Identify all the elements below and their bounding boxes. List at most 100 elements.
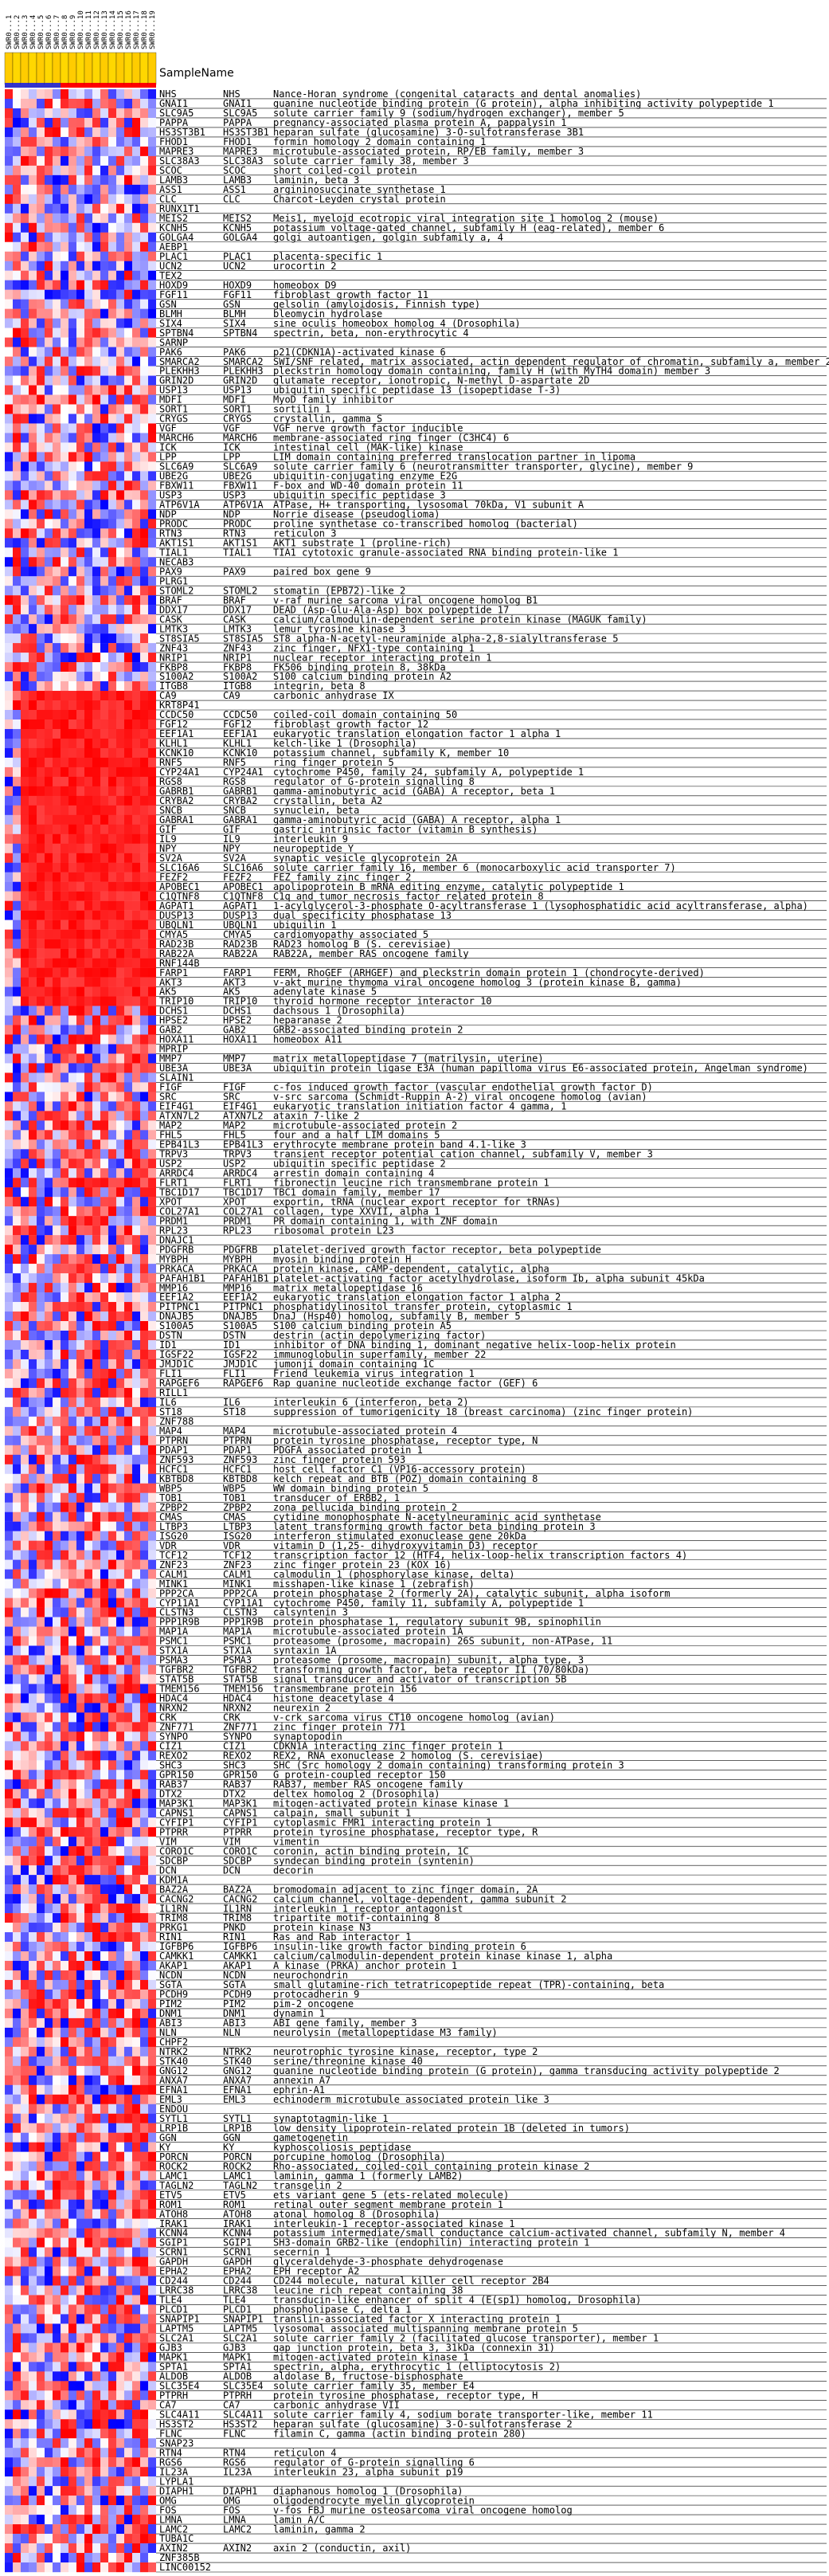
heatmap-cell	[45, 2409, 53, 2420]
heatmap-cell	[37, 2113, 45, 2123]
heatmap-cell	[21, 1741, 29, 1751]
heatmap-cell	[37, 1225, 45, 1236]
heatmap-cell	[29, 919, 37, 930]
heatmap-cell	[21, 1951, 29, 1962]
heatmap-cell	[84, 232, 92, 242]
heatmap-cell	[68, 919, 76, 930]
heatmap-cell	[124, 490, 132, 500]
heatmap-cell	[68, 719, 76, 730]
heatmap-cell	[37, 1865, 45, 1876]
heatmap-cell	[84, 2524, 92, 2535]
heatmap-cell	[5, 1511, 13, 1522]
heatmap-cell	[92, 1884, 100, 1895]
heatmap-cell	[29, 2266, 37, 2276]
heatmap-cell	[53, 1082, 61, 1092]
heatmap-cell	[76, 509, 84, 520]
heatmap-cell	[140, 2161, 148, 2171]
heatmap-cell	[116, 1760, 124, 1770]
heatmap-cell	[92, 929, 100, 939]
heatmap-cell	[53, 347, 61, 357]
heatmap-cell	[100, 967, 108, 978]
heatmap-cell	[13, 1664, 21, 1675]
heatmap-cell	[116, 2151, 124, 2162]
heatmap-cell	[61, 2295, 68, 2305]
heatmap-cell	[76, 1072, 84, 1083]
heatmap-cell	[21, 500, 29, 510]
heatmap-cell	[92, 1951, 100, 1962]
heatmap-cell	[61, 1979, 68, 1990]
heatmap-cell	[45, 2113, 53, 2123]
heatmap-cell	[100, 1636, 108, 1646]
heatmap-cell	[29, 1187, 37, 1198]
heatmap-cell	[45, 1760, 53, 1770]
heatmap-cell	[108, 480, 116, 491]
sample-class-cell	[131, 52, 141, 85]
heatmap-cell	[37, 356, 45, 367]
heatmap-cell	[132, 824, 140, 834]
heatmap-cell	[148, 1712, 156, 1723]
heatmap-cell	[92, 2457, 100, 2468]
heatmap-cell	[29, 805, 37, 816]
heatmap-cell	[53, 719, 61, 730]
heatmap-cell	[140, 681, 148, 692]
heatmap-cell	[92, 2314, 100, 2324]
heatmap-cell	[29, 757, 37, 768]
heatmap-cell	[45, 1531, 53, 1541]
heatmap-cell	[53, 624, 61, 634]
heatmap-cell	[108, 1072, 116, 1083]
heatmap-cell	[68, 442, 76, 453]
heatmap-cell	[140, 1808, 148, 1818]
heatmap-cell	[100, 881, 108, 892]
heatmap-cell	[76, 1913, 84, 1923]
heatmap-cell	[37, 2562, 45, 2573]
heatmap-cell	[108, 423, 116, 433]
heatmap-cell	[76, 538, 84, 548]
heatmap-cell	[132, 1846, 140, 1857]
heatmap-cell	[100, 672, 108, 682]
heatmap-cell	[140, 1187, 148, 1198]
heatmap-cell	[53, 1970, 61, 1981]
heatmap-cell	[61, 814, 68, 825]
heatmap-cell	[21, 1283, 29, 1293]
heatmap-cell	[116, 2199, 124, 2209]
heatmap-cell	[5, 1015, 13, 1025]
heatmap-cell	[37, 576, 45, 586]
heatmap-cell	[13, 1770, 21, 1780]
heatmap-cell	[116, 1492, 124, 1503]
heatmap-cell	[140, 1397, 148, 1408]
heatmap-cell	[61, 1846, 68, 1857]
heatmap-cell	[21, 1684, 29, 1694]
heatmap-cell	[37, 2142, 45, 2152]
heatmap-cell	[5, 1531, 13, 1541]
heatmap-cell	[53, 308, 61, 319]
heatmap-cell	[108, 2190, 116, 2200]
heatmap-cell	[108, 710, 116, 720]
heatmap-cell	[5, 222, 13, 233]
heatmap-cell	[124, 929, 132, 939]
heatmap-cell	[13, 404, 21, 414]
heatmap-cell	[124, 786, 132, 797]
heatmap-cell	[45, 519, 53, 529]
heatmap-cell	[29, 2496, 37, 2506]
heatmap-cell	[124, 853, 132, 863]
heatmap-cell	[124, 1559, 132, 1570]
heatmap-cell	[29, 1655, 37, 1665]
heatmap-cell	[100, 1006, 108, 1016]
heatmap-cell	[92, 2295, 100, 2305]
heatmap-cell	[68, 1942, 76, 1952]
heatmap-cell	[132, 1435, 140, 1446]
heatmap-cell	[45, 2323, 53, 2334]
heatmap-cell	[124, 241, 132, 252]
heatmap-cell	[84, 1331, 92, 1341]
heatmap-cell	[45, 1588, 53, 1598]
heatmap-cell	[53, 2476, 61, 2487]
heatmap-cell	[84, 1932, 92, 1943]
heatmap-cell	[13, 2008, 21, 2019]
heatmap-cell	[68, 1951, 76, 1962]
heatmap-cell	[92, 595, 100, 606]
heatmap-cell	[84, 1149, 92, 1159]
heatmap-cell	[37, 127, 45, 138]
heatmap-cell	[13, 1970, 21, 1981]
heatmap-cell	[148, 2400, 156, 2410]
heatmap-cell	[76, 614, 84, 625]
